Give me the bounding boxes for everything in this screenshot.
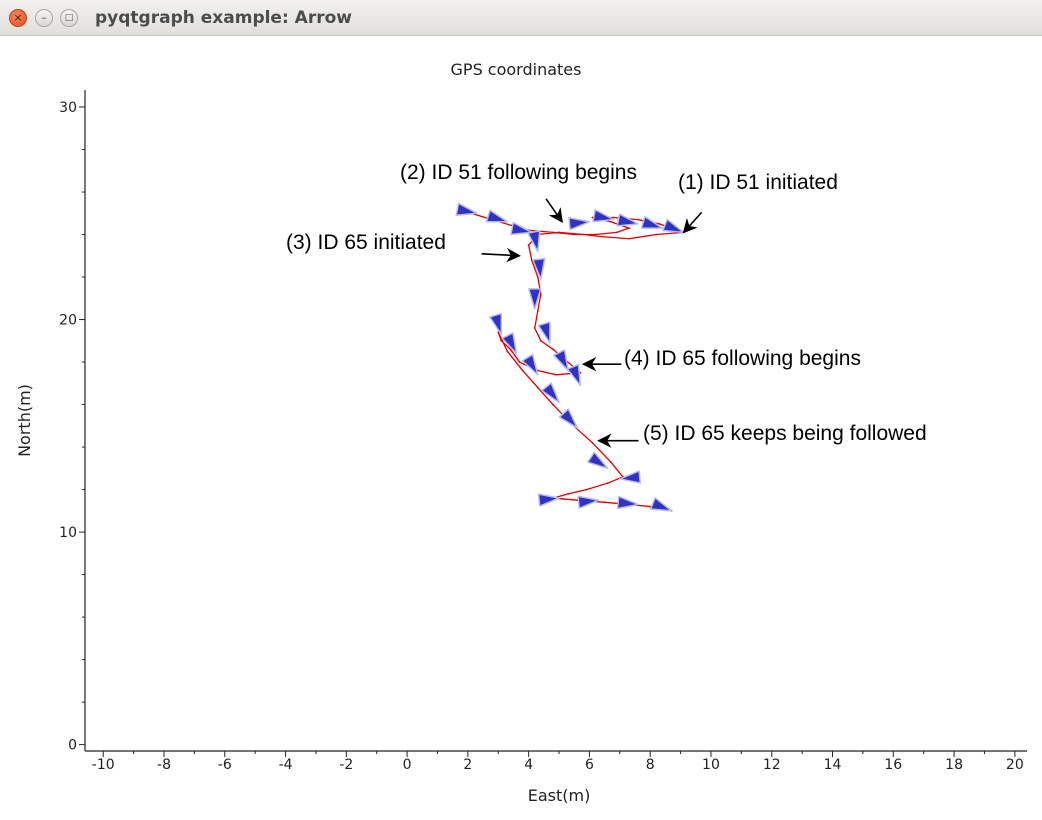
heading-arrow — [619, 471, 640, 485]
x-tick-label: 12 — [763, 757, 781, 773]
close-button[interactable]: × — [9, 9, 27, 27]
annotation-label: (1) ID 51 initiated — [678, 171, 838, 194]
heading-arrow — [487, 210, 510, 227]
annotation-label: (3) ID 65 initiated — [286, 231, 446, 254]
heading-arrow — [593, 210, 615, 226]
trajectory-point — [534, 327, 536, 329]
annotation-label: (2) ID 51 following begins — [400, 161, 637, 184]
heading-arrow — [567, 365, 586, 388]
heading-arrow — [569, 216, 590, 230]
trajectory-point — [519, 361, 521, 363]
trajectory-point — [658, 223, 660, 225]
y-axis-label: North(m) — [15, 384, 34, 457]
y-tick-label: 30 — [59, 100, 77, 116]
trajectory-point — [552, 348, 554, 350]
heading-arrow — [588, 452, 611, 473]
trajectory-point — [607, 482, 609, 484]
x-tick-label: -4 — [279, 757, 293, 773]
trajectory-point — [537, 387, 539, 389]
x-tick-label: 14 — [824, 757, 842, 773]
annotation-pointer — [482, 254, 520, 256]
trajectory-point — [628, 238, 630, 240]
window-title: pyqtgraph example: Arrow — [95, 8, 352, 28]
trajectory-point — [585, 489, 587, 491]
x-tick-label: 16 — [884, 757, 902, 773]
trajectory-point — [582, 234, 584, 236]
annotation-label: (4) ID 65 following begins — [624, 347, 861, 370]
heading-arrow — [663, 219, 686, 238]
trajectory-point — [522, 370, 524, 372]
gps-plot[interactable]: GPS coordinates East(m) North(m) -10 -8 -6 -4 -… — [0, 36, 1042, 820]
trajectory-point — [613, 217, 615, 219]
x-tick-label: 20 — [1006, 757, 1024, 773]
heading-arrow — [618, 496, 639, 510]
x-tick-label: -2 — [339, 757, 353, 773]
x-tick-label: 18 — [945, 757, 963, 773]
annotation-pointer — [546, 199, 562, 222]
maximize-button[interactable]: □ — [60, 9, 78, 27]
heading-arrow — [539, 492, 560, 506]
trajectory-point — [500, 340, 502, 342]
trajectory-point — [540, 340, 542, 342]
trajectory-point — [537, 276, 539, 278]
trajectory-point — [628, 227, 630, 229]
minimize-button[interactable]: – — [35, 9, 53, 27]
trajectory-point — [537, 310, 539, 312]
trajectory-point — [616, 232, 618, 234]
heading-arrow — [641, 217, 664, 234]
heading-arrow — [559, 409, 581, 432]
x-tick-label: 4 — [524, 757, 533, 773]
trajectory-point — [604, 501, 606, 503]
x-tick-label: 8 — [646, 757, 655, 773]
heading-arrow — [456, 203, 478, 219]
x-axis-label: East(m) — [528, 786, 591, 805]
x-tick-label: 6 — [585, 757, 594, 773]
annotation-pointer — [684, 212, 702, 232]
trajectory-point — [558, 232, 560, 234]
trajectory-point — [540, 293, 542, 295]
heading-arrow — [651, 498, 674, 517]
chart-title: GPS coordinates — [451, 60, 582, 79]
trajectory-point — [592, 442, 594, 444]
trajectory-point — [595, 234, 597, 236]
trajectory-point — [506, 351, 508, 353]
title-bar[interactable]: × – □ pyqtgraph example: Arrow — [0, 0, 1042, 36]
trajectory-point — [610, 221, 612, 223]
trajectory-point — [601, 236, 603, 238]
y-tick-label: 20 — [59, 313, 77, 329]
x-tick-label: 10 — [702, 757, 720, 773]
trajectory-point — [655, 234, 657, 236]
trajectory-point — [573, 234, 575, 236]
heading-arrow — [578, 494, 599, 508]
trajectory-point — [552, 404, 554, 406]
y-tick-label: 10 — [59, 525, 77, 541]
x-tick-label: -10 — [92, 757, 115, 773]
x-tick-label: 0 — [403, 757, 412, 773]
trajectory-point — [567, 493, 569, 495]
annotation-label: (5) ID 65 keeps being followed — [643, 422, 927, 445]
trajectory-point — [552, 232, 554, 234]
x-tick-label: 2 — [463, 757, 472, 773]
heading-arrow — [542, 383, 564, 406]
trajectory-point — [637, 219, 639, 221]
trajectory-point — [610, 461, 612, 463]
trajectory-point — [555, 374, 557, 376]
x-tick-label: -6 — [218, 757, 232, 773]
y-tick-label: 0 — [68, 738, 77, 754]
x-tick-label: -8 — [157, 757, 171, 773]
trajectory-point — [528, 244, 530, 246]
